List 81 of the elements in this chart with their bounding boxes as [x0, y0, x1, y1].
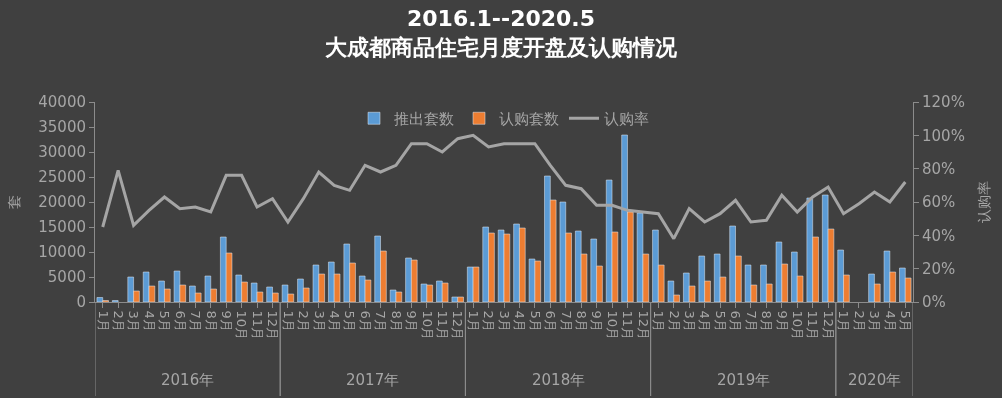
- text: 2018年: [532, 371, 586, 389]
- x-tick-label: 6月: [357, 310, 373, 332]
- x-tick-label: 6月: [172, 310, 188, 332]
- x-tick-label: 12月: [820, 310, 836, 341]
- x-tick-label: 1月: [95, 310, 111, 332]
- x-tick-label: 5月: [527, 310, 543, 332]
- x-tick-label: 10月: [419, 310, 435, 341]
- x-tick-label: 2月: [296, 310, 312, 332]
- x-tick-label: 7月: [373, 310, 389, 332]
- x-tick-label: 2月: [666, 310, 682, 332]
- x-tick-label: 11月: [435, 310, 451, 341]
- y-tick-label: 30000: [38, 143, 86, 162]
- text: 2017年: [346, 371, 400, 389]
- legend-label: 推出套数: [394, 110, 454, 129]
- line-series: [101, 133, 907, 241]
- x-tick-label: 2月: [851, 310, 867, 332]
- x-tick-label: 11月: [620, 310, 636, 341]
- x-tick-label: 1月: [280, 310, 296, 332]
- x-tick-label: 10月: [790, 310, 806, 341]
- x-tick-label: 4月: [512, 310, 528, 332]
- x-tick-label: 10月: [604, 310, 620, 341]
- x-tick-label: 7月: [743, 310, 759, 332]
- legend-label: 认购套数: [499, 110, 559, 129]
- text: 2016年: [161, 371, 215, 389]
- y2-tick-label: 40%: [922, 226, 956, 245]
- x-tick-label: 1月: [836, 310, 852, 332]
- x-tick-label: 8月: [573, 310, 589, 332]
- x-tick-label: 4月: [327, 310, 343, 332]
- y2-tick-label: 0%: [922, 293, 946, 312]
- x-tick-label: 2月: [481, 310, 497, 332]
- y2-tick-label: 120%: [922, 93, 965, 112]
- x-tick-label: 4月: [697, 310, 713, 332]
- chart-title: 2016.1--2020.5 大成都商品住宅月度开盘及认购情况: [325, 6, 678, 60]
- x-tick-label: 12月: [450, 310, 466, 341]
- x-tick-label: 11月: [249, 310, 265, 341]
- y-tick-label: 5000: [47, 268, 86, 287]
- x-tick-label: 8月: [388, 310, 404, 332]
- y2-tick-label: 100%: [922, 126, 965, 145]
- y-tick-label: 10000: [38, 243, 86, 262]
- x-tick-label: 7月: [558, 310, 574, 332]
- x-tick-label: 5月: [157, 310, 173, 332]
- x-tick-label: 9月: [589, 310, 605, 332]
- x-tick-label: 1月: [465, 310, 481, 332]
- x-tick-label: 5月: [342, 310, 358, 332]
- x-tick-label: 9月: [774, 310, 790, 332]
- y2-axis-title: 认购率: [976, 181, 993, 223]
- y-tick-label: 40000: [38, 93, 86, 112]
- text: 2019年: [717, 371, 771, 389]
- y-tick-label: 0: [76, 293, 86, 312]
- x-tick-label: 7月: [188, 310, 204, 332]
- legend-label: 认购率: [604, 110, 649, 129]
- y-tick-label: 35000: [38, 118, 86, 137]
- x-tick-label: 12月: [265, 310, 281, 341]
- x-tick-label: 2月: [110, 310, 126, 332]
- x-tick-label: 3月: [681, 310, 697, 332]
- x-tick-label: 1月: [651, 310, 667, 332]
- x-tick-label: 6月: [728, 310, 744, 332]
- x-tick-label: 4月: [882, 310, 898, 332]
- y2-tick-label: 80%: [922, 159, 956, 178]
- x-tick-label: 9月: [218, 310, 234, 332]
- x-tick-label: 3月: [867, 310, 883, 332]
- x-tick-label: 3月: [126, 310, 142, 332]
- y-tick-label: 25000: [38, 168, 86, 187]
- x-tick-label: 4月: [141, 310, 157, 332]
- y2-tick-label: 60%: [922, 193, 956, 212]
- x-tick-label: 5月: [898, 310, 914, 332]
- x-tick-label: 12月: [635, 310, 651, 341]
- x-tick-label: 3月: [311, 310, 327, 332]
- x-tick-label: 3月: [496, 310, 512, 332]
- x-tick-label: 8月: [759, 310, 775, 332]
- y-axis-title: 套: [5, 195, 22, 209]
- x-tick-label: 11月: [805, 310, 821, 341]
- x-tick-label: 10月: [234, 310, 250, 341]
- y-tick-label: 20000: [38, 193, 86, 212]
- y2-tick-label: 20%: [922, 259, 956, 278]
- y-tick-label: 15000: [38, 218, 86, 237]
- x-tick-label: 9月: [404, 310, 420, 332]
- x-tick-label: 8月: [203, 310, 219, 332]
- text: 2020年: [848, 371, 902, 389]
- x-tick-label: 6月: [543, 310, 559, 332]
- x-tick-label: 5月: [712, 310, 728, 332]
